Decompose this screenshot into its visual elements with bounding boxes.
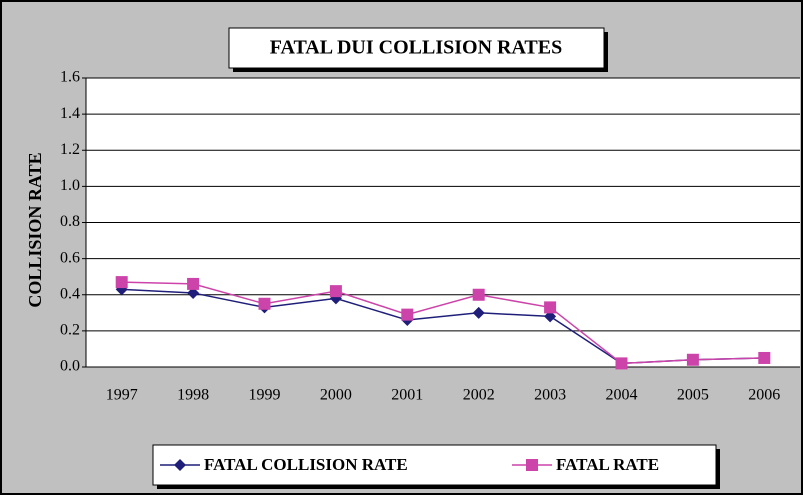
marker [174, 459, 186, 471]
marker [544, 301, 557, 314]
marker [258, 297, 271, 310]
y-axis-label: COLLISION RATE [25, 152, 45, 307]
y-tick-label: 1.6 [60, 69, 80, 86]
y-tick-label: 1.2 [60, 141, 80, 158]
x-tick-label: 1999 [249, 387, 281, 404]
marker [686, 353, 699, 366]
y-tick-label: 0.0 [60, 358, 80, 375]
x-tick-label: 2004 [606, 387, 638, 404]
marker [187, 286, 200, 299]
marker [615, 357, 628, 370]
y-tick-label: 0.4 [60, 285, 80, 302]
x-tick-label: 2006 [748, 387, 780, 404]
legend-label: FATAL RATE [556, 455, 659, 474]
x-tick-label: 1997 [106, 387, 138, 404]
marker [115, 276, 128, 289]
x-tick-label: 2002 [463, 387, 495, 404]
marker [472, 306, 485, 319]
marker [758, 351, 771, 364]
legend-label: FATAL COLLISION RATE [204, 455, 408, 474]
marker [329, 285, 342, 298]
x-tick-label: 2001 [391, 387, 423, 404]
y-tick-label: 1.0 [60, 177, 80, 194]
x-tick-label: 2000 [320, 387, 352, 404]
x-tick-label: 2003 [534, 387, 566, 404]
marker [401, 308, 414, 321]
y-tick-label: 0.8 [60, 213, 80, 230]
line [121, 281, 765, 365]
marker [526, 459, 538, 471]
y-tick-label: 1.4 [60, 105, 80, 122]
x-tick-label: 2005 [677, 387, 709, 404]
y-tick-label: 0.2 [60, 322, 80, 339]
y-tick-label: 0.6 [60, 249, 80, 266]
marker [187, 277, 200, 290]
marker [472, 288, 485, 301]
marker [544, 310, 557, 323]
legend-box [152, 444, 717, 486]
x-tick-label: 1998 [177, 387, 209, 404]
chart-title: FATAL DUI COLLISION RATES [270, 37, 562, 59]
title-box [228, 27, 605, 69]
